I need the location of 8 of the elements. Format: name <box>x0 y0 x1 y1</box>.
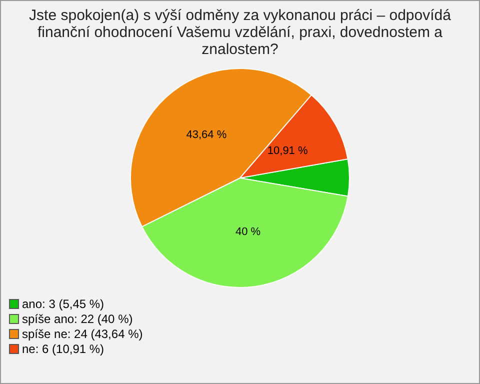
data-label: 40 % <box>235 226 261 238</box>
legend-label: spíše ano: 22 (40 %) <box>21 312 134 327</box>
legend-label: ne: 6 (10,91 %) <box>21 342 106 357</box>
data-label: 10,91 % <box>267 144 308 157</box>
legend-label: ano: 3 (5,45 %) <box>21 297 106 312</box>
chart-title: Jste spokojen(a) s výší odměny za vykonanou práci – odpovídá finanční ohodnocení Vašemu vzdělání, praxi, dovednostem a znalostem? <box>28 7 452 58</box>
legend-label: spíše ne: 24 (43,64 %) <box>21 327 143 342</box>
data-label: 43,64 % <box>186 128 227 141</box>
